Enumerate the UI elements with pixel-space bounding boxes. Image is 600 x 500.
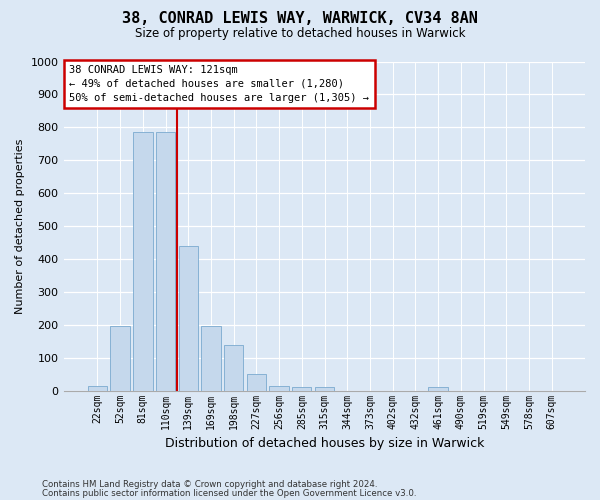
Bar [88,386,107,390]
Bar [428,388,448,390]
Bar [202,326,221,390]
Bar [292,388,311,390]
Bar [315,388,334,390]
Text: Contains public sector information licensed under the Open Government Licence v3: Contains public sector information licen… [42,489,416,498]
Bar [247,374,266,390]
Bar [224,344,244,391]
Text: 38, CONRAD LEWIS WAY, WARWICK, CV34 8AN: 38, CONRAD LEWIS WAY, WARWICK, CV34 8AN [122,11,478,26]
Text: Contains HM Land Registry data © Crown copyright and database right 2024.: Contains HM Land Registry data © Crown c… [42,480,377,489]
Bar [133,132,152,390]
X-axis label: Distribution of detached houses by size in Warwick: Distribution of detached houses by size … [165,437,484,450]
Text: Size of property relative to detached houses in Warwick: Size of property relative to detached ho… [135,28,465,40]
Bar [179,246,198,390]
Bar [156,132,175,390]
Y-axis label: Number of detached properties: Number of detached properties [15,138,25,314]
Text: 38 CONRAD LEWIS WAY: 121sqm
← 49% of detached houses are smaller (1,280)
50% of : 38 CONRAD LEWIS WAY: 121sqm ← 49% of det… [70,65,370,103]
Bar [110,326,130,390]
Bar [269,386,289,390]
